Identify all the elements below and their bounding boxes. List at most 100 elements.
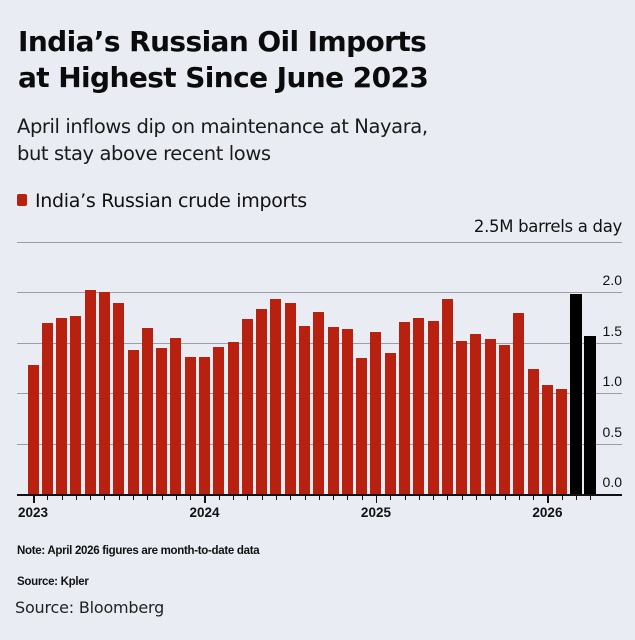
bar	[98, 292, 110, 494]
x-axis-baseline	[17, 494, 622, 496]
bar	[70, 315, 82, 494]
chart-subtitle: April inflows dip on maintenance at Naya…	[17, 113, 617, 167]
footnote: Note: April 2026 figures are month-to-da…	[17, 545, 260, 557]
x-tick-mark	[133, 496, 135, 500]
x-tick-mark	[375, 496, 378, 503]
x-tick-mark	[118, 496, 120, 500]
x-tick-mark	[147, 496, 149, 500]
y-tick-label: 1.5	[602, 322, 622, 339]
bar	[56, 317, 68, 494]
x-tick-mark	[175, 496, 177, 500]
bar	[541, 385, 553, 494]
bar	[127, 349, 139, 494]
bar	[41, 322, 53, 494]
legend: India’s Russian crude imports	[17, 190, 307, 212]
bar	[570, 294, 583, 494]
x-tick-mark	[333, 496, 335, 500]
x-tick-label: 2023	[17, 505, 49, 520]
bar	[327, 326, 339, 494]
chart-title: India’s Russian Oil Imports at Highest S…	[18, 24, 618, 96]
x-tick-mark	[404, 496, 406, 500]
x-tick-mark	[261, 496, 263, 500]
subtitle-line-2: but stay above recent lows	[17, 142, 271, 165]
x-tick-mark	[504, 496, 506, 500]
x-tick-mark	[275, 496, 277, 500]
title-line-2: at Highest Since June 2023	[18, 61, 429, 94]
x-tick-mark	[233, 496, 235, 500]
x-tick-mark	[190, 496, 192, 500]
bar	[156, 347, 168, 494]
source-bloomberg: Source: Bloomberg	[15, 598, 165, 617]
bar	[370, 331, 382, 494]
bar	[413, 317, 425, 494]
x-tick-label: 2026	[532, 505, 563, 520]
legend-swatch-icon	[17, 194, 27, 206]
unit-label: 2.5M barrels a day	[473, 217, 622, 236]
x-tick-mark	[361, 496, 363, 500]
x-tick-mark	[390, 496, 392, 500]
bar	[284, 303, 296, 494]
bar	[299, 325, 310, 494]
bar	[341, 328, 353, 494]
bar	[556, 389, 568, 494]
title-line-1: India’s Russian Oil Imports	[18, 25, 427, 58]
x-tick-mark	[33, 496, 35, 503]
x-tick-mark	[61, 496, 63, 500]
y-tick-label: 0.5	[602, 423, 622, 440]
bar	[527, 369, 539, 494]
x-tick-mark	[447, 496, 449, 500]
bar	[227, 341, 239, 494]
x-tick-mark	[547, 496, 549, 503]
x-tick-label: 2024	[189, 505, 220, 520]
bar	[241, 318, 253, 494]
x-tick-mark	[47, 496, 49, 500]
x-tick-mark	[347, 496, 349, 500]
x-tick-mark	[518, 496, 520, 500]
x-tick-mark	[590, 496, 592, 500]
x-tick-mark	[104, 496, 106, 500]
bar	[270, 299, 282, 494]
bar	[184, 356, 196, 494]
bar	[427, 320, 439, 494]
x-tick-mark	[218, 496, 220, 500]
bar	[456, 340, 468, 494]
y-tick-label: 2.0	[602, 272, 622, 289]
bar	[141, 327, 153, 494]
x-tick-mark	[75, 496, 77, 500]
bar	[470, 333, 482, 494]
x-tick-mark	[561, 496, 563, 500]
x-tick-mark	[161, 496, 163, 500]
bar	[513, 312, 525, 494]
gridline	[17, 292, 622, 293]
x-tick-mark	[533, 496, 535, 500]
bar	[384, 352, 396, 494]
bar	[113, 303, 125, 494]
bar	[84, 290, 96, 494]
x-tick-mark	[290, 496, 292, 500]
x-tick-label: 2025	[360, 505, 391, 520]
y-tick-label: 0.0	[602, 474, 622, 490]
x-tick-mark	[461, 496, 463, 500]
legend-label: India’s Russian crude imports	[35, 190, 307, 212]
bar	[499, 344, 511, 494]
bar	[198, 356, 210, 494]
bar	[584, 335, 597, 494]
x-tick-mark	[475, 496, 477, 500]
y-tick-label: 1.0	[602, 373, 622, 390]
subtitle-line-1: April inflows dip on maintenance at Naya…	[17, 115, 428, 138]
bar	[256, 308, 268, 494]
x-tick-mark	[418, 496, 420, 500]
bar	[313, 311, 325, 494]
bar	[213, 346, 225, 494]
source-kpler: Source: Kpler	[17, 576, 89, 588]
x-tick-mark	[247, 496, 249, 500]
gridline	[17, 242, 622, 243]
x-tick-mark	[433, 496, 435, 500]
x-tick-mark	[576, 496, 578, 500]
bar	[399, 321, 411, 494]
x-tick-mark	[204, 496, 206, 503]
bar	[27, 364, 39, 494]
bar	[484, 338, 496, 494]
bar	[441, 299, 453, 494]
